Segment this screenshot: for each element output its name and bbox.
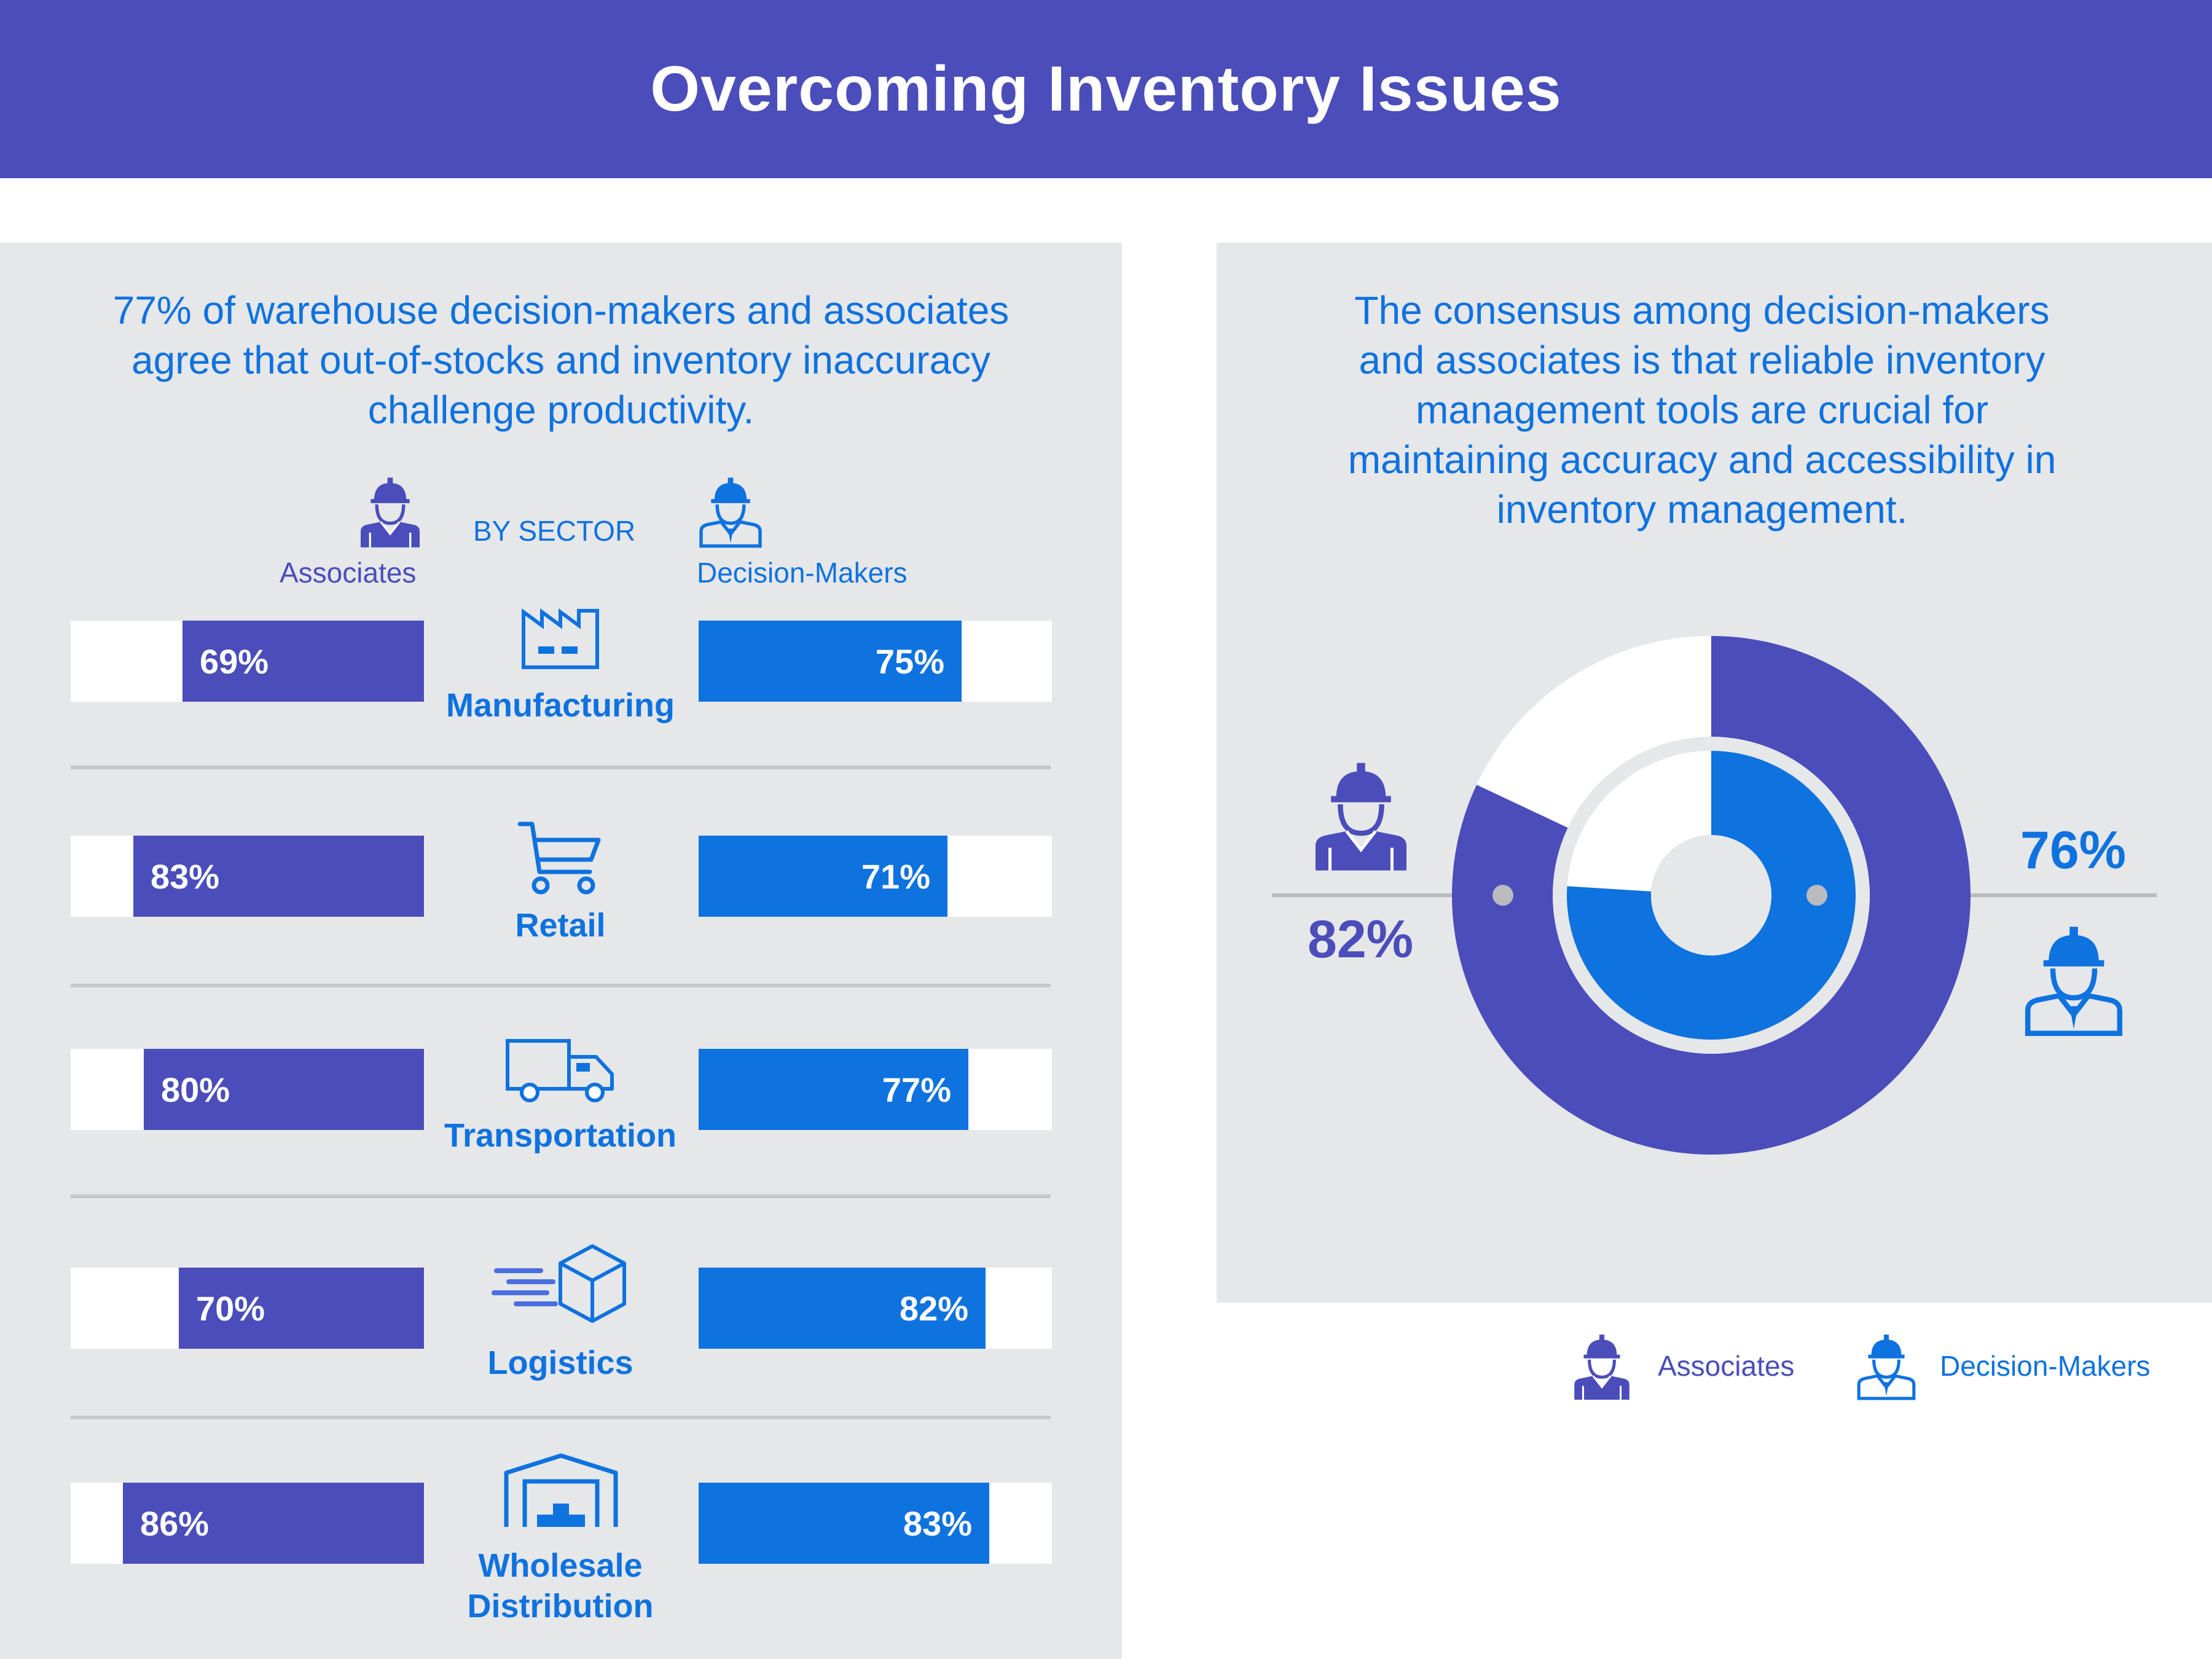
associate-worker-icon bbox=[356, 475, 424, 549]
decision-maker-icon bbox=[697, 475, 764, 549]
sector-label: Logistics bbox=[401, 1343, 720, 1383]
decision-makers-bar-track: 75% bbox=[699, 621, 1052, 702]
decision-makers-slice bbox=[1567, 751, 1856, 1040]
sector-intro-line: agree that out-of-stocks and inventory i… bbox=[131, 338, 991, 382]
sector-label: Wholesale Distribution bbox=[401, 1545, 720, 1626]
decision-makers-column-label: Decision-Makers bbox=[697, 557, 908, 589]
cart-icon bbox=[517, 822, 601, 895]
associates-bar: 83% bbox=[133, 836, 424, 917]
legend-associates-label: Associates bbox=[1658, 1350, 1795, 1382]
associates-bar-track: 86% bbox=[71, 1483, 424, 1564]
associates-column-label: Associates bbox=[280, 557, 417, 589]
page-title: Overcoming Inventory Issues bbox=[650, 53, 1562, 125]
decision-makers-bar-track: 83% bbox=[699, 1483, 1052, 1564]
sector-label-line: Logistics bbox=[487, 1344, 633, 1381]
sector-panel: 77% of warehouse decision-makers and ass… bbox=[0, 243, 1122, 1659]
consensus-intro-line: management tools are crucial for bbox=[1416, 388, 1988, 432]
associate-worker-icon bbox=[1566, 1332, 1638, 1401]
decision-makers-bar: 75% bbox=[699, 621, 962, 702]
associates-remainder-slice bbox=[1477, 636, 1711, 828]
consensus-intro-text: The consensus among decision-makers and … bbox=[1253, 286, 2151, 535]
associates-slice bbox=[1452, 636, 1971, 1155]
row-divider bbox=[71, 1194, 1051, 1198]
warehouse-icon bbox=[504, 1453, 618, 1527]
associates-leader-dot bbox=[1492, 885, 1513, 906]
donut-center bbox=[1651, 835, 1771, 955]
associates-bar: 69% bbox=[182, 621, 424, 702]
by-sector-heading: BY SECTOR bbox=[473, 515, 636, 547]
row-divider bbox=[71, 1416, 1051, 1419]
associate-worker-icon bbox=[1303, 759, 1419, 873]
decision-makers-bar: 82% bbox=[699, 1268, 986, 1349]
associates-bar-track: 69% bbox=[71, 621, 424, 702]
sector-label-line: Wholesale bbox=[478, 1547, 643, 1584]
sector-label: Retail bbox=[401, 905, 720, 946]
box-delivery-icon bbox=[492, 1244, 626, 1323]
consensus-intro-line: The consensus among decision-makers bbox=[1354, 288, 2050, 332]
sector-label: Manufacturing bbox=[401, 685, 720, 726]
associates-bar: 70% bbox=[179, 1268, 424, 1349]
sector-label: Transportation bbox=[401, 1115, 720, 1156]
legend-decision-makers-label: Decision-Makers bbox=[1940, 1350, 2151, 1382]
sector-intro-text: 77% of warehouse decision-makers and ass… bbox=[37, 286, 1085, 435]
consensus-donut-chart bbox=[1272, 636, 2157, 1155]
associates-bar: 80% bbox=[144, 1049, 424, 1130]
decision-makers-remainder-slice bbox=[1567, 751, 1711, 892]
decision-maker-icon bbox=[2022, 919, 2126, 1041]
header-banner: Overcoming Inventory Issues bbox=[0, 0, 2212, 178]
associates-bar: 86% bbox=[123, 1483, 424, 1564]
sector-label-line: Distribution bbox=[467, 1588, 654, 1625]
decision-makers-bar-track: 71% bbox=[699, 836, 1052, 917]
sector-label-line: Manufacturing bbox=[446, 687, 675, 724]
decision-makers-bar: 83% bbox=[699, 1483, 989, 1564]
sector-label-line: Transportation bbox=[444, 1117, 677, 1154]
row-divider bbox=[71, 766, 1051, 769]
sector-label-line: Retail bbox=[515, 907, 606, 944]
associates-bar-track: 83% bbox=[71, 836, 424, 917]
decision-makers-leader-dot bbox=[1806, 885, 1827, 906]
sector-intro-line: challenge productivity. bbox=[367, 388, 755, 432]
consensus-intro-line: maintaining accuracy and accessibility i… bbox=[1347, 437, 2057, 482]
decision-makers-bar-track: 77% bbox=[699, 1049, 1052, 1130]
consensus-intro-line: inventory management. bbox=[1496, 487, 1908, 531]
decision-maker-icon bbox=[1853, 1332, 1920, 1401]
factory-icon bbox=[522, 608, 599, 669]
associates-bar-track: 80% bbox=[71, 1049, 424, 1130]
associates-percentage: 82% bbox=[1308, 910, 1414, 969]
consensus-intro-line: and associates is that reliable inventor… bbox=[1359, 338, 2045, 382]
sector-intro-line: 77% of warehouse decision-makers and ass… bbox=[112, 288, 1010, 332]
decision-makers-percentage: 76% bbox=[2020, 821, 2127, 880]
associates-bar-track: 70% bbox=[71, 1268, 424, 1349]
decision-makers-bar: 77% bbox=[699, 1049, 968, 1130]
truck-icon bbox=[506, 1039, 614, 1102]
decision-makers-bar-track: 82% bbox=[699, 1268, 1052, 1349]
decision-makers-bar: 71% bbox=[699, 836, 947, 917]
row-divider bbox=[71, 984, 1051, 987]
